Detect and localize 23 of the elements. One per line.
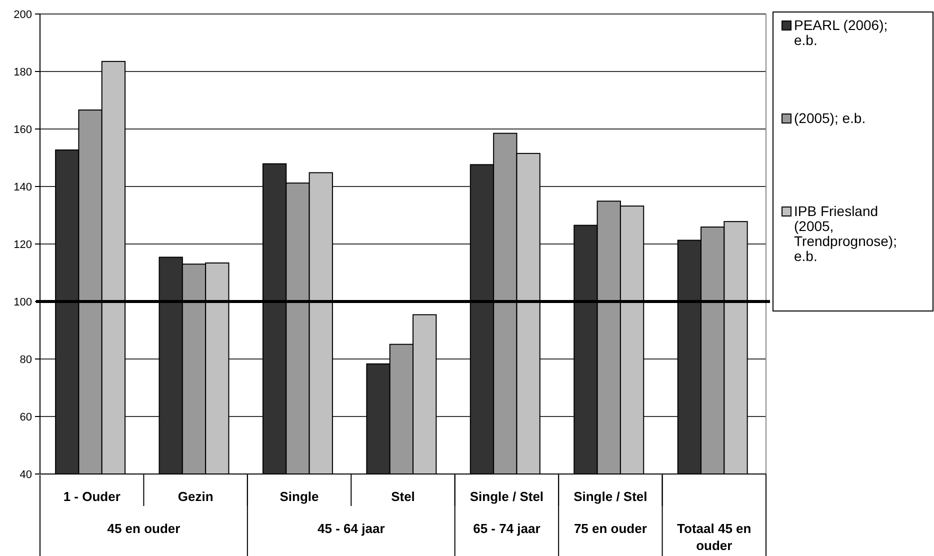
- x-tick-label: 1 - Ouder: [63, 489, 120, 504]
- x-tick-label: Single / Stel: [574, 489, 648, 504]
- x-tick-label: Gezin: [178, 489, 214, 504]
- x-tick-label: Stel: [391, 489, 415, 504]
- x-tick-label: Single: [280, 489, 319, 504]
- y-tick-label: 180: [14, 66, 32, 78]
- legend-label: PEARL (2006); e.b.: [794, 17, 888, 48]
- y-tick-label: 80: [20, 354, 32, 366]
- text: 45 en ouder: [107, 521, 180, 536]
- text: Totaal 45 en ouder: [677, 521, 752, 553]
- y-tick-label: 60: [20, 411, 32, 424]
- text: 45 - 64 jaar: [318, 521, 385, 536]
- legend-label: (2005); e.b.: [794, 110, 866, 126]
- text: 65 - 74 jaar: [473, 521, 540, 536]
- x-tick-label: Single / Stel: [470, 489, 544, 504]
- y-tick-label: 160: [14, 124, 32, 136]
- y-tick-label: 120: [14, 238, 32, 251]
- legend-label: IPB Friesland (2005, Trendprognose); e.b.: [794, 203, 897, 264]
- y-tick-label: 40: [20, 468, 32, 481]
- y-tick-label: 200: [14, 8, 32, 21]
- y-tick-label: 140: [14, 181, 32, 194]
- text: 75 en ouder: [574, 521, 647, 536]
- y-tick-label: 100: [14, 296, 32, 308]
